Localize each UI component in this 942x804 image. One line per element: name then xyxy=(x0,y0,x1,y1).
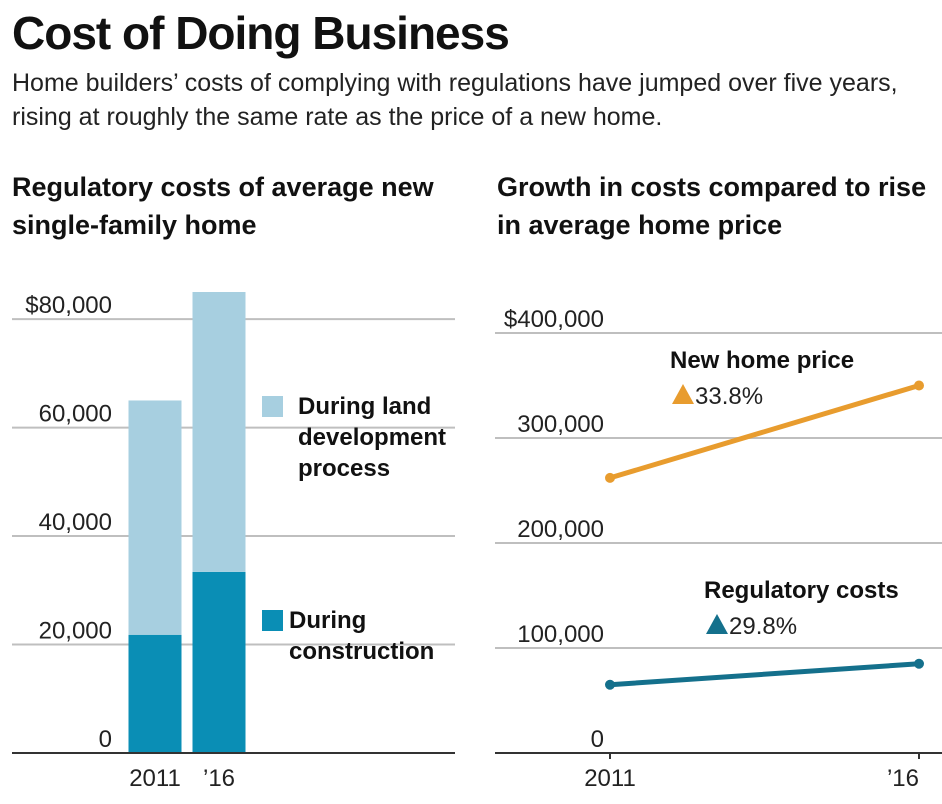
series-point xyxy=(914,658,924,669)
bar-y-tick-label: 40,000 xyxy=(39,509,112,536)
legend-label-construction: construction xyxy=(289,638,434,665)
line-y-tick-label: 300,000 xyxy=(517,411,604,438)
bar-x-tick-label: ’16 xyxy=(203,765,235,792)
legend-swatch-land xyxy=(262,396,283,417)
bar-y-tick-label: 20,000 xyxy=(39,618,112,645)
page-title: Cost of Doing Business xyxy=(12,7,510,59)
series-point xyxy=(914,380,924,391)
bar-segment xyxy=(192,571,246,753)
bar-y-tick-label: $80,000 xyxy=(25,292,112,319)
line-x-tick-label: 2011 xyxy=(584,765,636,792)
series-label: New home price xyxy=(670,347,854,374)
series-point xyxy=(605,679,615,690)
triangle-up-icon xyxy=(672,384,694,404)
bar-x-tick-label: 2011 xyxy=(129,765,181,792)
line-x-tick-label: ’16 xyxy=(887,765,919,792)
line-y-tick-label: 0 xyxy=(591,726,604,753)
bar-segment xyxy=(128,634,182,753)
line-chart: 0 100,000 200,000 300,000 $400,000 New home p… xyxy=(495,306,942,792)
series-line xyxy=(607,383,922,481)
page-subtitle: Home builders’ costs of complying with r… xyxy=(12,69,898,131)
line-y-tick-label: 200,000 xyxy=(517,516,604,543)
legend-label-land: process xyxy=(298,455,390,482)
bar-segment xyxy=(192,292,246,572)
legend-swatch-construction xyxy=(262,610,283,631)
series-label: Regulatory costs xyxy=(704,577,899,604)
bar-chart-title: Regulatory costs of average new single-f… xyxy=(12,172,434,240)
line-y-tick-label: $400,000 xyxy=(504,306,604,333)
bar-y-tick-label: 60,000 xyxy=(39,401,112,428)
legend-label-construction: During xyxy=(289,607,366,634)
series-change-label: 33.8% xyxy=(695,383,763,410)
bar-segment xyxy=(128,400,182,635)
series-change-label: 29.8% xyxy=(729,613,797,640)
triangle-up-icon xyxy=(706,614,728,634)
line-chart-title: Growth in costs compared to rise in aver… xyxy=(497,172,927,240)
line-y-tick-label: 100,000 xyxy=(517,621,604,648)
bar-y-tick-label: 0 xyxy=(99,726,112,753)
legend-label-land: development xyxy=(298,424,446,451)
series-point xyxy=(605,472,615,483)
legend-label-land: During land xyxy=(298,393,431,420)
series-line xyxy=(607,661,922,688)
bar-chart: 0 20,000 40,000 60,000 $80,000 2011 ’16 During … xyxy=(12,292,455,792)
